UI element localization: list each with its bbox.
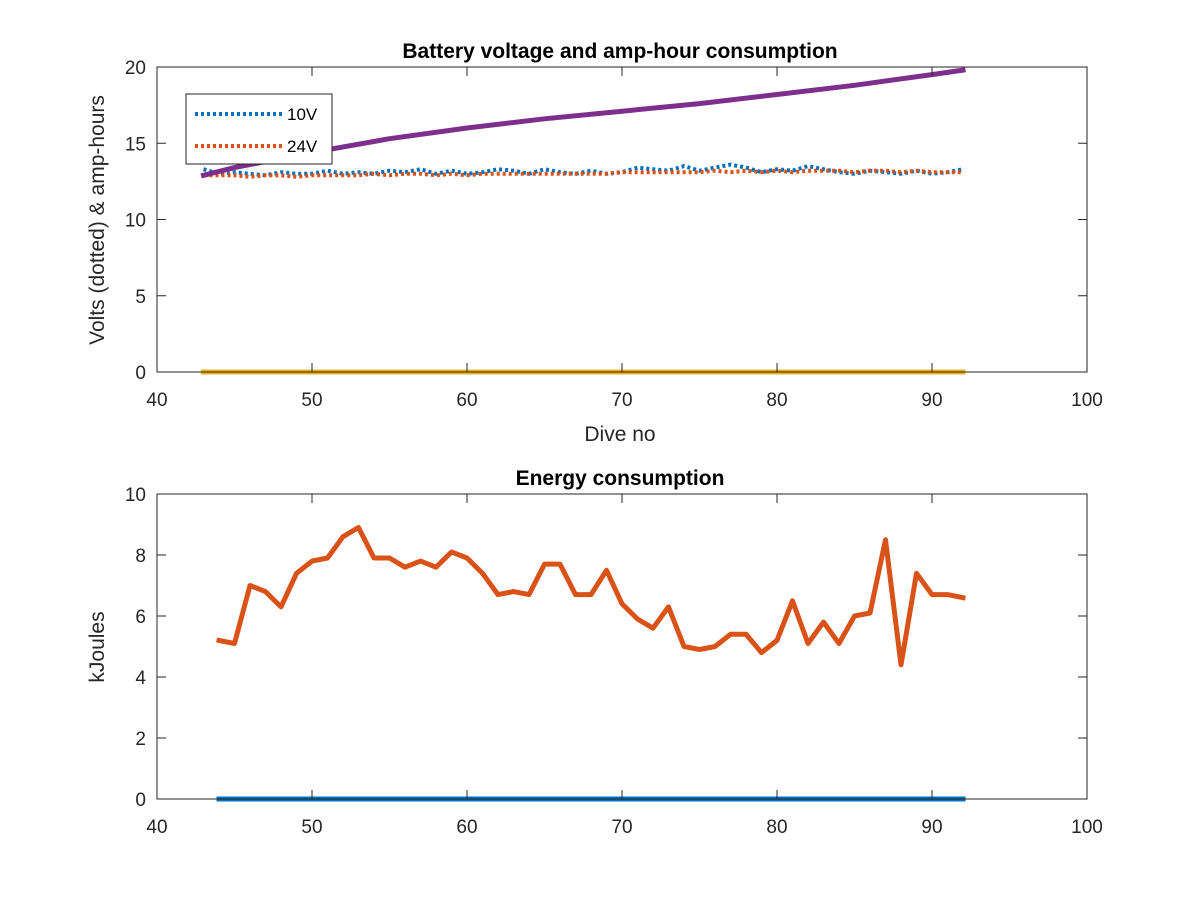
- plot0-x-tick-label-3: 70: [611, 390, 632, 411]
- legend-label-10v: 10V: [287, 105, 318, 124]
- plot0-x-tick-label-6: 100: [1071, 390, 1103, 411]
- legend-label-24v: 24V: [287, 137, 318, 156]
- plot0-x-tick-label-5: 90: [921, 390, 942, 411]
- plot1-x-tick-label-0: 40: [146, 817, 167, 838]
- plot0-y-tick-label-1: 5: [135, 287, 146, 308]
- plot0-series-1-line: [203, 168, 963, 179]
- voltage-plot-x-axis-label: Dive no: [584, 423, 655, 446]
- plot1-y-tick-label-0: 0: [135, 790, 146, 811]
- plot0-x-tick-label-2: 60: [456, 390, 477, 411]
- plot0-y-tick-label-3: 15: [125, 134, 146, 155]
- energy-plot-ticks: 40 50 60 70 80 90 100 0 2 4 6 8 10: [125, 485, 1103, 838]
- plot0-y-tick-label-0: 0: [135, 363, 146, 384]
- voltage-plot: Battery voltage and amp-hour consumption…: [86, 40, 1103, 446]
- energy-plot-y-axis-label: kJoules: [86, 611, 109, 682]
- plot0-x-tick-label-0: 40: [146, 390, 167, 411]
- plot0-y-tick-label-2: 10: [125, 211, 146, 232]
- plot1-y-tick-label-3: 6: [135, 607, 146, 628]
- plot1-series-0-line: [216, 525, 966, 668]
- plot1-y-tick-label-4: 8: [135, 546, 146, 567]
- plot1-x-tick-label-2: 60: [456, 817, 477, 838]
- voltage-plot-title: Battery voltage and amp-hour consumption: [402, 40, 837, 63]
- plot1-x-tick-label-5: 90: [921, 817, 942, 838]
- plot1-x-tick-label-4: 80: [766, 817, 787, 838]
- voltage-plot-ticks: 40 50 60 70 80 90 100 0 5 10 15 20: [125, 58, 1103, 411]
- voltage-plot-axes-box: [156, 66, 1088, 373]
- energy-plot-axes-box: [156, 493, 1088, 800]
- plot1-x-tick-label-6: 100: [1071, 817, 1103, 838]
- plot1-x-tick-label-3: 70: [611, 817, 632, 838]
- plot0-x-tick-label-4: 80: [766, 390, 787, 411]
- energy-plot-title: Energy consumption: [516, 467, 725, 490]
- plot0-x-tick-label-1: 50: [301, 390, 322, 411]
- plot1-y-tick-label-5: 10: [125, 485, 146, 506]
- energy-plot: Energy consumption kJoules 40 50 60 70 80 90 1…: [86, 467, 1103, 838]
- plot0-y-tick-label-4: 20: [125, 58, 146, 79]
- voltage-plot-y-axis-label: Volts (dotted) & amp-hours: [86, 95, 109, 345]
- plot1-y-tick-label-2: 4: [135, 668, 146, 689]
- voltage-plot-legend: 10V 24V: [185, 93, 333, 165]
- legend-box: [185, 93, 333, 165]
- plot1-y-tick-label-1: 2: [135, 729, 146, 750]
- plot1-x-tick-label-1: 50: [301, 817, 322, 838]
